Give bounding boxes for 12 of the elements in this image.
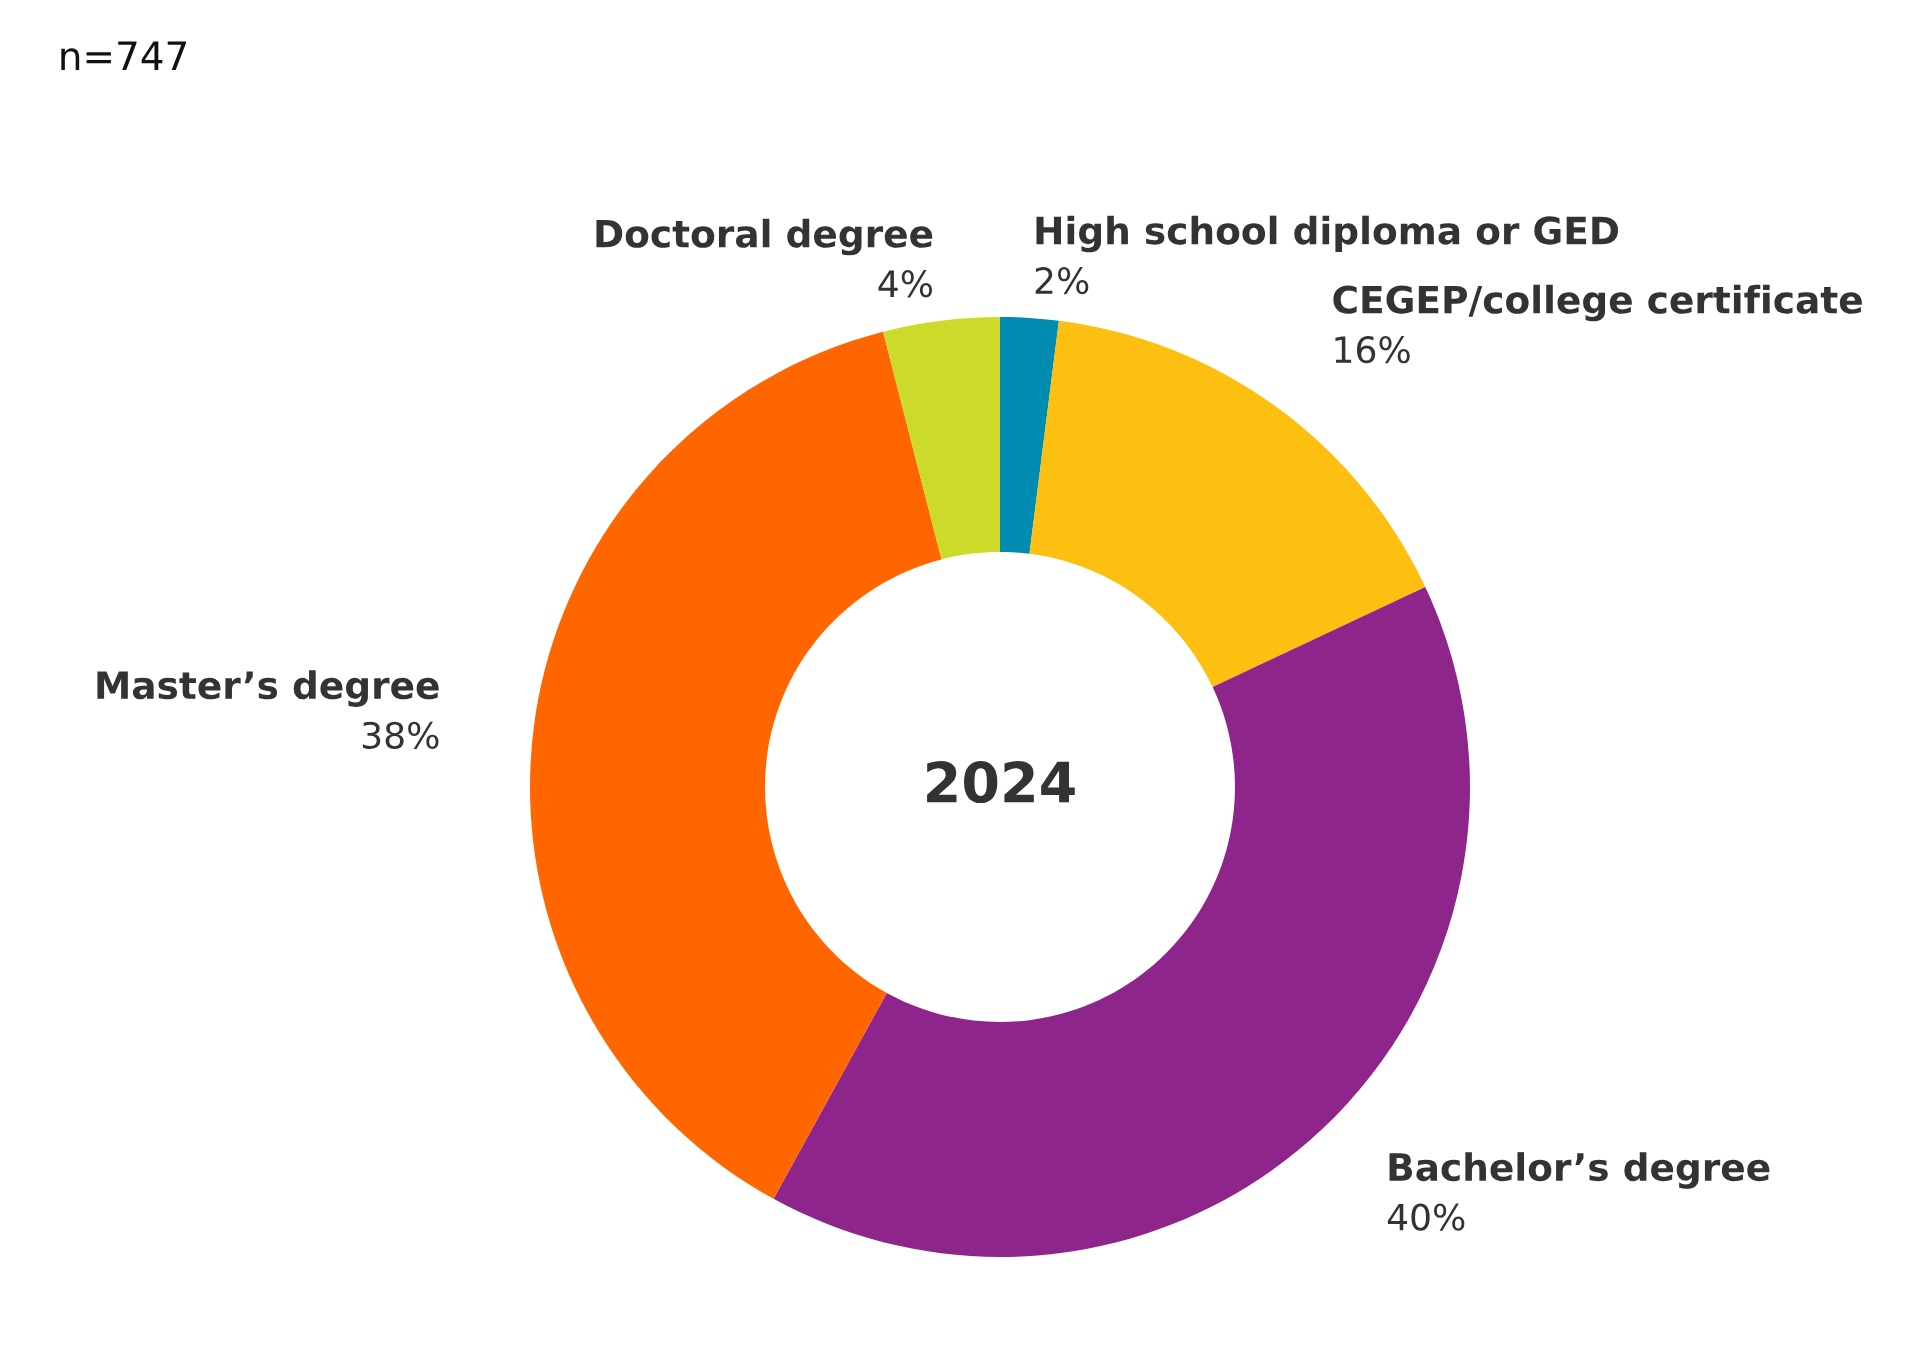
text: n=747 (61, 41, 186, 70)
slice-label: Bachelor’s degree (1389, 1152, 1770, 1189)
data-label: 16% (1335, 336, 1410, 364)
slice-label: CEGEP/college certificate (1333, 284, 1862, 322)
data-label: 38% (362, 721, 439, 749)
slice-label: High school diploma or GED (1036, 215, 1619, 253)
text: 2024 (927, 761, 1075, 804)
data-label: 4% (878, 270, 933, 298)
data-label: 40% (1387, 1203, 1465, 1231)
slice-label: Master’s degree (97, 670, 439, 707)
slice-label: Doctoral degree (596, 218, 933, 256)
data-label: 2% (1035, 266, 1089, 295)
